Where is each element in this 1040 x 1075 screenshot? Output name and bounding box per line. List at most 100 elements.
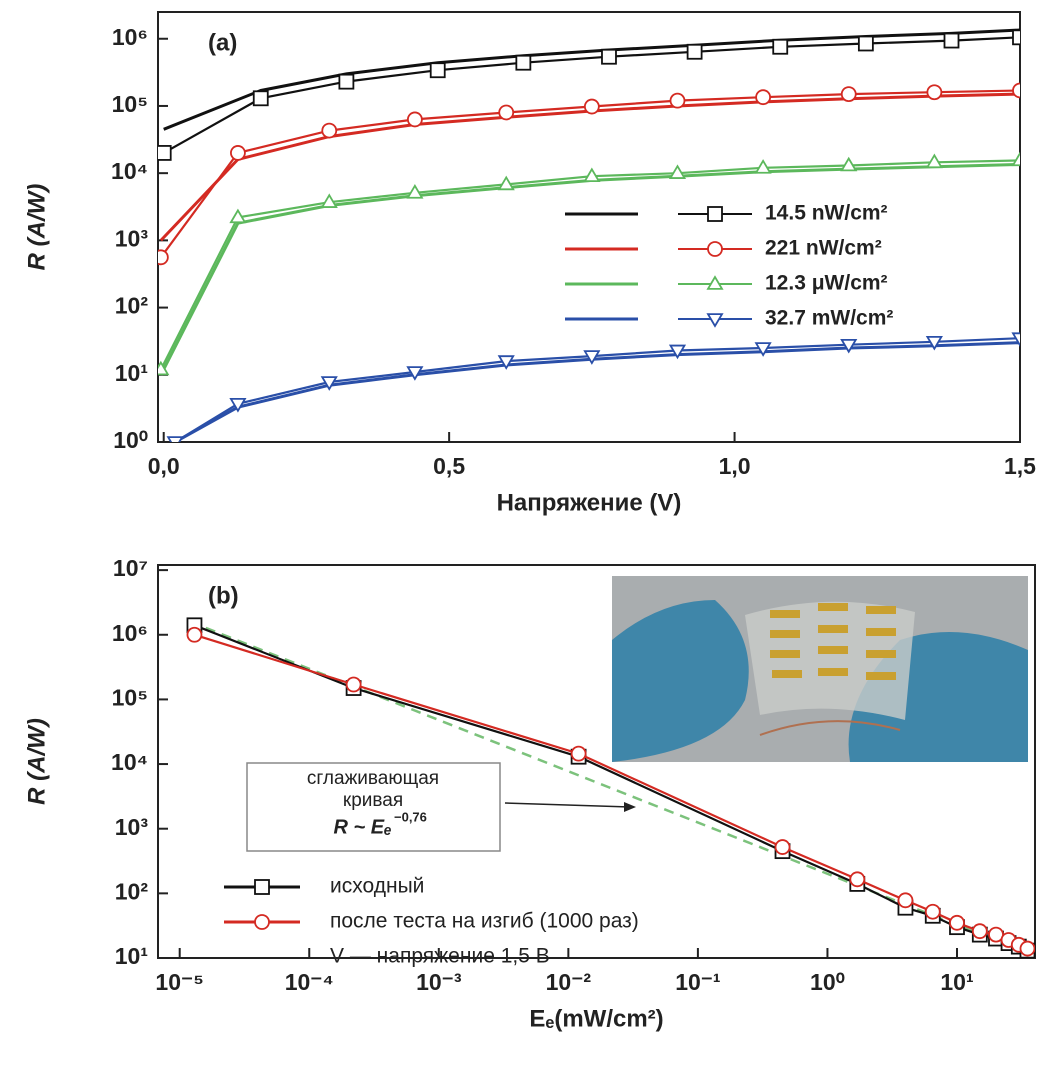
inset-photo bbox=[612, 576, 1028, 762]
legend-label: 14.5 nW/cm² bbox=[765, 202, 888, 225]
marker bbox=[583, 98, 600, 115]
legend-label: после теста на изгиб (1000 раз) bbox=[330, 910, 639, 933]
series-group bbox=[186, 617, 1035, 958]
marker bbox=[252, 90, 269, 107]
marker bbox=[429, 62, 446, 79]
marker bbox=[849, 871, 866, 888]
marker bbox=[158, 145, 172, 161]
panel-label: (b) bbox=[208, 582, 239, 609]
marker bbox=[925, 153, 943, 169]
annotation-formula: R ~ Eₑ bbox=[333, 816, 392, 838]
marker bbox=[949, 914, 965, 931]
x-tick-label: 10⁻⁵ bbox=[155, 969, 204, 995]
marker bbox=[186, 626, 203, 643]
y-tick-label: 10⁴ bbox=[111, 158, 148, 184]
x-tick-label: 10⁻¹ bbox=[675, 969, 720, 995]
marker bbox=[1012, 82, 1020, 99]
x-axis-label: Напряжение (V) bbox=[497, 489, 682, 516]
marker bbox=[497, 175, 515, 191]
y-axis-label: R (A/W) bbox=[23, 184, 50, 271]
marker bbox=[158, 360, 170, 376]
marker bbox=[570, 745, 587, 762]
marker bbox=[772, 38, 789, 55]
marker bbox=[774, 839, 791, 855]
annotation-text: сглаживающая bbox=[307, 768, 439, 789]
marker bbox=[1011, 151, 1020, 167]
marker bbox=[166, 436, 184, 442]
x-tick-label: 0,0 bbox=[148, 453, 180, 479]
y-tick-label: 10² bbox=[115, 878, 149, 904]
x-tick-label: 10⁻³ bbox=[416, 969, 462, 995]
marker bbox=[668, 344, 687, 360]
x-tick-label: 10⁰ bbox=[810, 969, 845, 995]
legend-marker bbox=[707, 241, 723, 257]
y-tick-label: 10² bbox=[115, 293, 149, 319]
y-tick-label: 10¹ bbox=[115, 943, 148, 969]
marker bbox=[924, 903, 941, 920]
y-tick-label: 10⁰ bbox=[113, 427, 148, 453]
x-tick-label: 10⁻² bbox=[546, 969, 592, 995]
x-axis-label: Eₑ(mW/cm²) bbox=[529, 1005, 663, 1032]
y-tick-label: 10¹ bbox=[115, 360, 148, 386]
marker bbox=[406, 184, 424, 199]
marker bbox=[498, 104, 515, 121]
marker bbox=[229, 398, 247, 413]
marker bbox=[971, 923, 988, 940]
marker bbox=[158, 249, 169, 266]
marker bbox=[230, 145, 246, 161]
annotation-box bbox=[246, 762, 501, 852]
legend-label: 221 nW/cm² bbox=[765, 237, 882, 260]
marker bbox=[668, 164, 687, 179]
marker bbox=[1019, 940, 1035, 957]
x-tick-label: 0,5 bbox=[433, 453, 465, 479]
arrow-head bbox=[624, 802, 636, 812]
marker bbox=[840, 86, 857, 103]
note: V — напряжение 1,5 В bbox=[330, 945, 550, 968]
marker bbox=[406, 111, 423, 128]
marker bbox=[840, 156, 858, 172]
x-tick-label: 1,5 bbox=[1004, 453, 1036, 479]
legend-marker bbox=[706, 313, 724, 328]
x-tick-label: 10⁻⁴ bbox=[285, 969, 334, 995]
panel-label: (a) bbox=[208, 29, 237, 56]
y-tick-label: 10⁷ bbox=[113, 555, 148, 581]
marker bbox=[583, 350, 601, 365]
legend-marker bbox=[707, 206, 723, 222]
marker bbox=[754, 159, 772, 174]
marker bbox=[943, 32, 960, 49]
legend-label: 12.3 μW/cm² bbox=[765, 272, 888, 295]
y-tick-label: 10⁴ bbox=[111, 749, 148, 775]
y-axis-label: R (A/W) bbox=[23, 718, 50, 805]
marker bbox=[686, 43, 703, 60]
y-tick-label: 10⁵ bbox=[112, 91, 148, 117]
series-group bbox=[158, 28, 1020, 442]
legend-label: исходный bbox=[330, 875, 424, 898]
legend-marker bbox=[254, 914, 270, 930]
marker bbox=[345, 676, 362, 693]
plot-frame bbox=[157, 564, 1036, 959]
marker bbox=[406, 366, 424, 381]
marker bbox=[1011, 332, 1020, 347]
marker bbox=[583, 167, 601, 183]
marker bbox=[1012, 29, 1020, 46]
marker bbox=[320, 376, 338, 391]
plot-frame bbox=[157, 11, 1021, 443]
data-line bbox=[189, 620, 1028, 955]
marker bbox=[840, 338, 858, 354]
legend-marker bbox=[254, 879, 270, 895]
x-tick-label: 10¹ bbox=[940, 969, 973, 995]
marker bbox=[229, 208, 247, 224]
legend-label: 32.7 mW/cm² bbox=[765, 307, 893, 330]
marker bbox=[497, 355, 515, 370]
legend-marker bbox=[706, 275, 724, 290]
marker bbox=[601, 48, 617, 65]
annotation-text: кривая bbox=[343, 790, 403, 811]
annotation-exponent: −0,76 bbox=[394, 809, 427, 824]
y-tick-label: 10⁵ bbox=[112, 684, 148, 710]
marker bbox=[320, 193, 338, 208]
y-tick-label: 10³ bbox=[115, 225, 149, 251]
annotation-arrow bbox=[504, 802, 631, 808]
marker bbox=[321, 122, 338, 139]
